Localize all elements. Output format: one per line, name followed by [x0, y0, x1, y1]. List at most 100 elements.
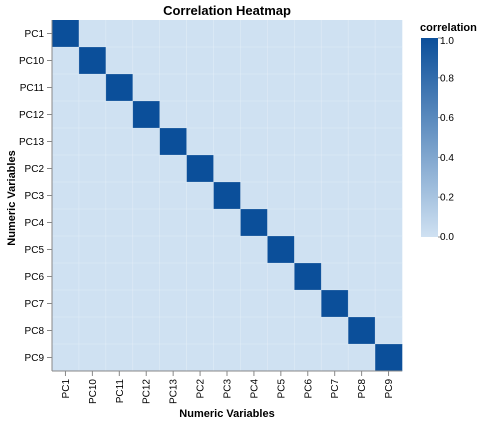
heatmap-cell-PC6-PC10	[79, 263, 106, 290]
heatmap-cell-PC9-PC3	[214, 344, 241, 371]
heatmap-cell-PC8-PC11	[106, 317, 133, 344]
heatmap-cell-PC2-PC6	[294, 155, 321, 182]
heatmap-cell-PC4-PC10	[79, 209, 106, 236]
x-tick-label: PC4	[249, 379, 260, 399]
y-tick-label: PC1	[25, 29, 45, 40]
heatmap-cell-PC5-PC10	[79, 236, 106, 263]
heatmap-cell-PC10-PC12	[133, 47, 160, 74]
y-tick-label: PC5	[25, 245, 45, 256]
heatmap-cell-PC3-PC4	[240, 182, 267, 209]
heatmap-cell-PC12-PC10	[79, 101, 106, 128]
chart-title: Correlation Heatmap	[163, 3, 291, 18]
heatmap-cell-PC4-PC6	[294, 209, 321, 236]
x-tick-label: PC10	[88, 379, 99, 404]
x-axis-title: Numeric Variables	[179, 408, 274, 420]
heatmap-cell-PC8-PC9	[375, 317, 402, 344]
legend-ticks: 0.0 0.2 0.4 0.6 0.8 1.0	[438, 36, 454, 243]
heatmap-cell-PC7-PC10	[79, 290, 106, 317]
heatmap-cell-PC8-PC5	[267, 317, 294, 344]
heatmap-cell-PC4-PC9	[375, 209, 402, 236]
legend-tick-label: 0.2	[440, 193, 454, 204]
heatmap-cell-PC2-PC8	[348, 155, 375, 182]
heatmap-cell-PC2-PC4	[240, 155, 267, 182]
heatmap-cell-PC2-PC2	[187, 155, 214, 182]
heatmap-cell-PC9-PC12	[133, 344, 160, 371]
heatmap-cell-PC5-PC1	[52, 236, 79, 263]
heatmap-cell-PC12-PC3	[214, 101, 241, 128]
heatmap-cell-PC13-PC1	[52, 128, 79, 155]
y-tick-label: PC7	[25, 299, 45, 310]
x-tick-label: PC6	[303, 379, 314, 399]
heatmap-cell-PC4-PC8	[348, 209, 375, 236]
y-axis-title: Numeric Variables	[6, 150, 18, 245]
y-axis-ticks: PC1 PC10 PC11 PC12 PC13 PC2 PC3 PC4 PC5 PC6 PC7 PC8…	[19, 29, 52, 364]
heatmap-cell-PC10-PC7	[321, 47, 348, 74]
heatmap-cell-PC3-PC11	[106, 182, 133, 209]
heatmap-cell-PC11-PC13	[160, 74, 187, 101]
heatmap-cell-PC3-PC7	[321, 182, 348, 209]
heatmap-cell-PC9-PC11	[106, 344, 133, 371]
heatmap-cell-PC4-PC12	[133, 209, 160, 236]
heatmap-cell-PC11-PC2	[187, 74, 214, 101]
heatmap-cell-PC9-PC7	[321, 344, 348, 371]
heatmap-cell-PC9-PC5	[267, 344, 294, 371]
legend-tick-label: 1.0	[440, 36, 454, 47]
heatmap-cell-PC7-PC6	[294, 290, 321, 317]
y-tick-label: PC13	[19, 137, 44, 148]
legend-tick-label: 0.6	[440, 113, 454, 124]
heatmap-cell-PC10-PC2	[187, 47, 214, 74]
heatmap-cell-PC3-PC9	[375, 182, 402, 209]
heatmap-cell-PC6-PC8	[348, 263, 375, 290]
heatmap-cell-PC2-PC5	[267, 155, 294, 182]
heatmap-cell-PC12-PC4	[240, 101, 267, 128]
heatmap-cell-PC7-PC4	[240, 290, 267, 317]
x-axis-ticks: PC1 PC10 PC11 PC12 PC13 PC2 PC3 PC4 PC5 PC6 PC7 PC8…	[61, 371, 395, 404]
heatmap-cell-PC3-PC3	[214, 182, 241, 209]
y-tick-label: PC3	[25, 191, 45, 202]
heatmap-cell-PC6-PC5	[267, 263, 294, 290]
heatmap-cell-PC5-PC11	[106, 236, 133, 263]
heatmap-cell-PC8-PC13	[160, 317, 187, 344]
heatmap-cell-PC1-PC2	[187, 20, 214, 47]
heatmap-cell-PC13-PC12	[133, 128, 160, 155]
legend-tick-label: 0.4	[440, 153, 454, 164]
heatmap-cell-PC13-PC11	[106, 128, 133, 155]
heatmap-cell-PC11-PC11	[106, 74, 133, 101]
heatmap-cell-PC9-PC9	[375, 344, 402, 371]
heatmap-cell-PC12-PC11	[106, 101, 133, 128]
y-tick-label: PC4	[25, 218, 45, 229]
heatmap-cell-PC11-PC3	[214, 74, 241, 101]
heatmap-cell-PC10-PC10	[79, 47, 106, 74]
heatmap-cell-PC11-PC9	[375, 74, 402, 101]
heatmap-cell-PC11-PC12	[133, 74, 160, 101]
heatmap-cell-PC6-PC6	[294, 263, 321, 290]
heatmap-cell-PC12-PC6	[294, 101, 321, 128]
heatmap-cell-PC1-PC12	[133, 20, 160, 47]
heatmap-cell-PC13-PC5	[267, 128, 294, 155]
heatmap-cell-PC7-PC7	[321, 290, 348, 317]
heatmap-cell-PC7-PC9	[375, 290, 402, 317]
y-tick-label: PC8	[25, 326, 45, 337]
heatmap-cell-PC6-PC2	[187, 263, 214, 290]
heatmap-cell-PC9-PC6	[294, 344, 321, 371]
heatmap-cell-PC8-PC7	[321, 317, 348, 344]
x-tick-label: PC12	[142, 379, 153, 404]
heatmap-cell-PC8-PC12	[133, 317, 160, 344]
heatmap-cell-PC10-PC13	[160, 47, 187, 74]
heatmap-cell-PC6-PC12	[133, 263, 160, 290]
heatmap-cell-PC4-PC2	[187, 209, 214, 236]
heatmap-cell-PC5-PC6	[294, 236, 321, 263]
heatmap-cell-PC7-PC3	[214, 290, 241, 317]
legend-gradient-bar	[421, 38, 438, 237]
heatmap-cell-PC1-PC10	[79, 20, 106, 47]
heatmap-cell-PC8-PC1	[52, 317, 79, 344]
heatmap-cell-PC12-PC13	[160, 101, 187, 128]
heatmap-cell-PC5-PC12	[133, 236, 160, 263]
heatmap-cell-PC7-PC1	[52, 290, 79, 317]
heatmap-cell-PC5-PC3	[214, 236, 241, 263]
x-tick-label: PC2	[196, 379, 207, 399]
heatmap-cell-PC11-PC6	[294, 74, 321, 101]
heatmap-cell-PC6-PC11	[106, 263, 133, 290]
heatmap-cell-PC1-PC7	[321, 20, 348, 47]
heatmap-cell-PC5-PC13	[160, 236, 187, 263]
